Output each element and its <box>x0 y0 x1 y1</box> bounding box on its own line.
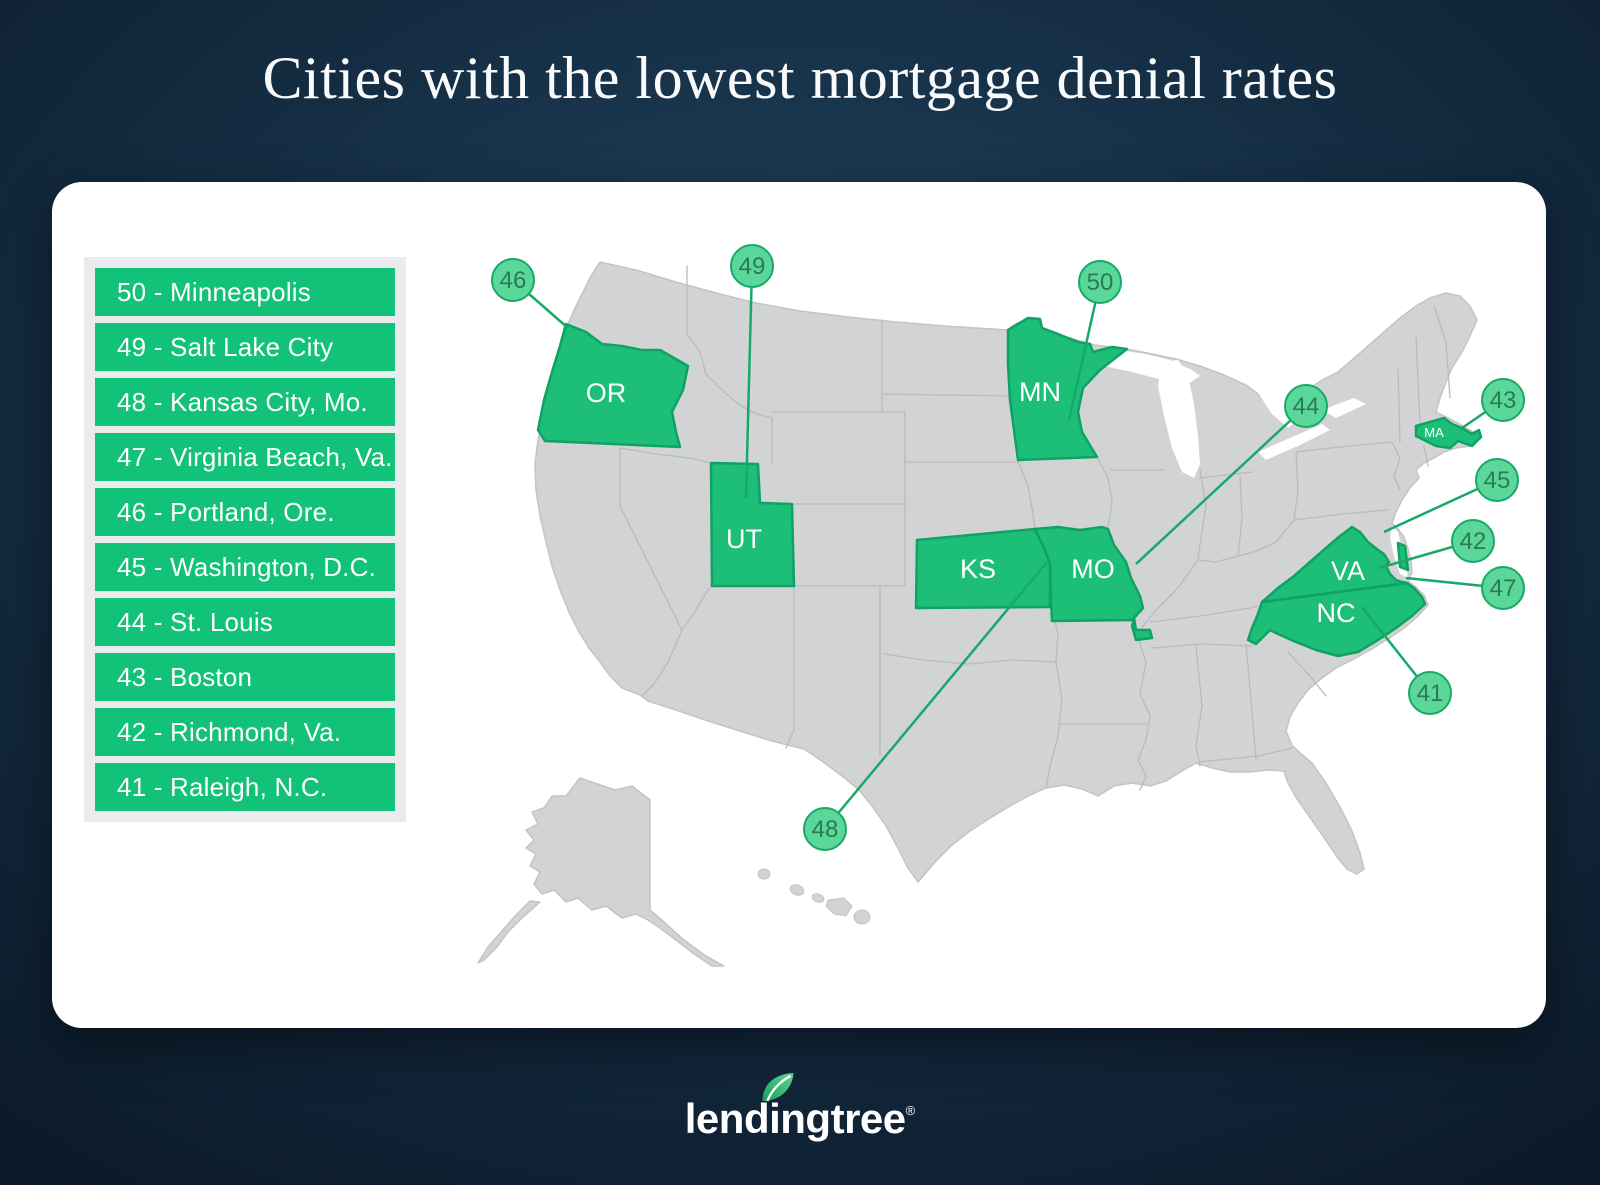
leaf-icon <box>762 1073 794 1102</box>
legend-item: 44 - St. Louis <box>95 598 395 646</box>
legend: 50 - Minneapolis 49 - Salt Lake City 48 - … <box>84 257 406 822</box>
legend-item-label: 50 - Minneapolis <box>117 276 311 307</box>
legend-item-label: 44 - St. Louis <box>117 606 273 637</box>
legend-item-label: 43 - Boston <box>117 661 253 692</box>
brand-wordmark: lendingtree <box>684 1095 906 1142</box>
legend-item: 50 - Minneapolis <box>95 268 395 316</box>
legend-item-label: 47 - Virginia Beach, Va. <box>117 441 393 472</box>
legend-item-label: 46 - Portland, Ore. <box>117 496 335 527</box>
legend-item: 47 - Virginia Beach, Va. <box>95 433 395 481</box>
legend-item: 46 - Portland, Ore. <box>95 488 395 536</box>
legend-item: 41 - Raleigh, N.C. <box>95 763 395 811</box>
legend-item-label: 49 - Salt Lake City <box>117 331 334 362</box>
legend-item: 48 - Kansas City, Mo. <box>95 378 395 426</box>
legend-item: 43 - Boston <box>95 653 395 701</box>
legend-item: 49 - Salt Lake City <box>95 323 395 371</box>
legend-item: 45 - Washington, D.C. <box>95 543 395 591</box>
legend-item-label: 45 - Washington, D.C. <box>117 551 377 582</box>
legend-item: 42 - Richmond, Va. <box>95 708 395 756</box>
brand-logo: lendingtree® <box>0 1073 1600 1142</box>
legend-item-label: 48 - Kansas City, Mo. <box>117 386 368 417</box>
page-title: Cities with the lowest mortgage denial r… <box>262 45 1338 111</box>
legend-item-label: 41 - Raleigh, N.C. <box>117 771 328 802</box>
legend-rows: 50 - Minneapolis 49 - Salt Lake City 48 - … <box>95 268 395 811</box>
registered-mark: ® <box>905 1103 916 1118</box>
legend-item-label: 42 - Richmond, Va. <box>117 716 342 747</box>
